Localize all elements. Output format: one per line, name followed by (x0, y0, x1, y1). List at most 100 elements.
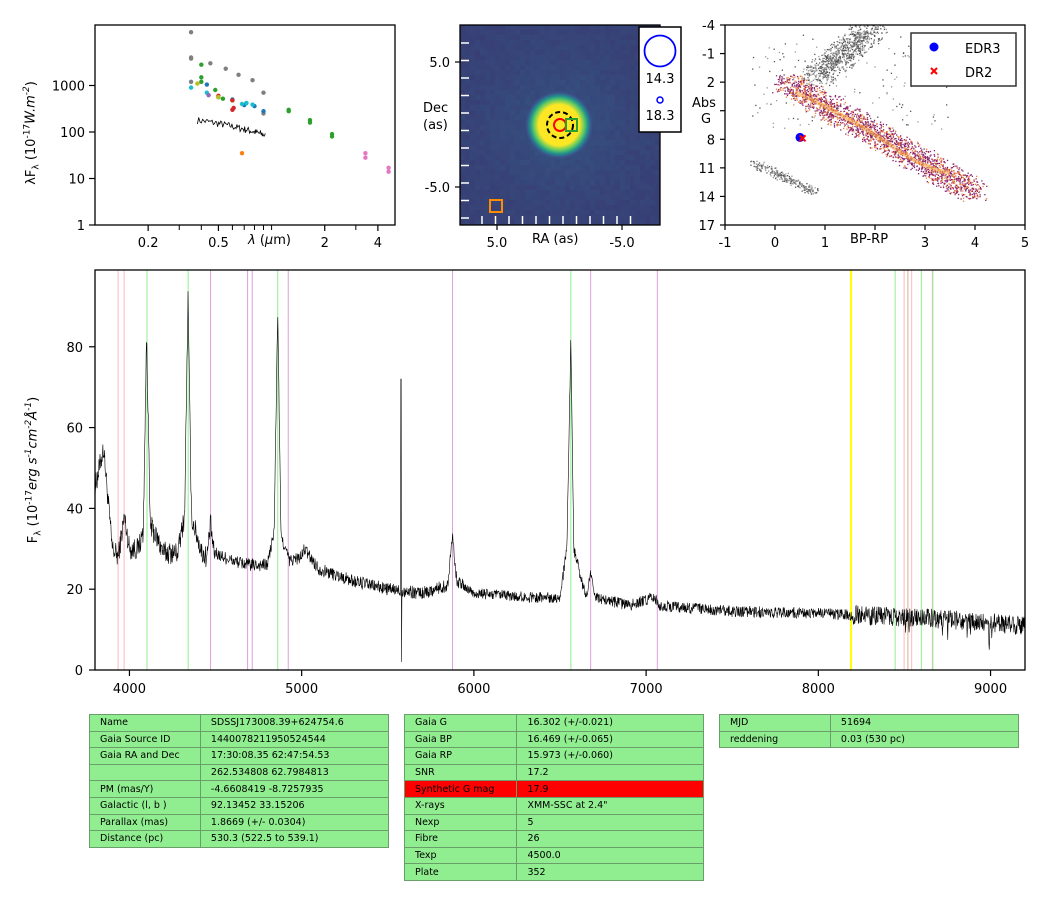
table-row: Gaia BP 16.469 (+/-0.065) (403, 730, 704, 749)
table-row: X-rays XMM-SSC at 2.4" (403, 796, 704, 815)
image-xtick-label: 5.0 (487, 236, 508, 251)
table-cell-value: 92.13452 33.15206 (199, 796, 390, 815)
spectrum-xtick-label: 7000 (630, 682, 663, 697)
hrd-ytick-label: 11 (698, 162, 715, 177)
sed-point (261, 109, 266, 114)
table-cell-label: Name (89, 714, 201, 732)
hrd-legend-box (910, 32, 1017, 87)
sed-xlabel: λ (μm) (248, 233, 291, 248)
sed-xtick-label: 0.2 (138, 236, 159, 251)
sed-point (230, 97, 235, 102)
sed-point (208, 61, 213, 66)
sed-xtick-label: 4 (374, 236, 382, 251)
table-row: Name SDSSJ173008.39+624754.6 (89, 714, 390, 732)
sed-point (261, 111, 266, 116)
hrd-ylabel-line2: G (701, 112, 712, 127)
table-row: 262.534808 62.7984813 (89, 763, 390, 782)
sed-point (220, 96, 226, 101)
hrd-xtick-label: -1 (719, 236, 732, 251)
table-cell-label: MJD (719, 714, 831, 732)
sed-point (230, 98, 235, 103)
sed-point (250, 78, 255, 83)
table-row: reddening 0.03 (530 pc) (719, 730, 1020, 749)
image-ylabel-line2: (as) (423, 118, 448, 133)
image-ytick-label: 5.0 (429, 56, 450, 71)
table-row: Gaia RP 15.973 (+/-0.060) (403, 747, 704, 765)
sed-point (199, 62, 204, 67)
table-cell-label: Distance (pc) (89, 830, 201, 848)
table-row: Plate 352 (403, 863, 704, 881)
sed-point (329, 134, 335, 139)
hrd-legend-edr3-marker (929, 42, 939, 52)
spectrum-ytick-label: 40 (66, 502, 83, 517)
sed-point (307, 120, 313, 125)
sed-point (261, 90, 266, 95)
sed-frame (94, 24, 396, 226)
hrd-density-cloud (750, 25, 988, 202)
hrd-ytick-label: 2 (707, 76, 715, 91)
table-row: Synthetic G mag 17.9 (403, 780, 704, 798)
sed-point (206, 92, 211, 98)
table-cell-value: 51694 (829, 714, 1020, 732)
image-ylabel-line1: Dec (423, 101, 449, 116)
sed-point (329, 131, 335, 137)
table-cell-value: 1.8669 (+/- 0.0304) (199, 813, 390, 832)
hrd-ytick-label: 14 (698, 190, 715, 205)
table-cell-label: Fibre (403, 830, 518, 848)
table-cell-value: 17.9 (516, 780, 704, 798)
sed-point (244, 100, 249, 106)
table-cell-label: Gaia G (403, 714, 518, 732)
spectrum-xtick-label: 4000 (113, 682, 146, 697)
sed-spectrum-line (197, 117, 266, 137)
hrd-xtick-label: 3 (921, 236, 929, 251)
sed-point (250, 102, 255, 107)
hrd-ytick-label: -1 (702, 48, 715, 63)
sed-point (239, 151, 245, 156)
hrd-xtick-label: 4 (971, 236, 979, 251)
image-xlabel: RA (as) (532, 232, 579, 247)
spectrum-ytick-label: 60 (66, 422, 83, 437)
image-orange-marker (489, 199, 503, 213)
sed-point (286, 107, 291, 113)
info-table-photometry: Gaia G 16.302 (+/-0.021) Gaia BP 16.469 (+/… (403, 714, 704, 881)
table-row: Gaia G 16.302 (+/-0.021) (403, 714, 704, 732)
sed-point (188, 85, 194, 90)
hrd-xlabel: BP-RP (850, 232, 889, 247)
table-row: Nexp 5 (403, 813, 704, 832)
sed-point (236, 72, 241, 77)
sed-point (195, 81, 200, 86)
table-row: Galactic (l, b ) 92.13452 33.15206 (89, 796, 390, 815)
sed-point (216, 95, 221, 100)
hrd-xtick-label: 1 (821, 236, 829, 251)
hrd-legend-dr2-label: DR2 (965, 66, 992, 81)
image-xtick-label: -5.0 (609, 236, 634, 251)
spectrum-xtick-label: 5000 (285, 682, 318, 697)
table-cell-label: PM (mas/Y) (89, 780, 201, 798)
image-target-circle (546, 111, 574, 139)
table-cell-label: Plate (403, 863, 518, 881)
table-cell-label: Gaia RA and Dec (89, 747, 201, 765)
table-cell-value: 530.3 (522.5 to 539.1) (199, 830, 390, 848)
table-cell-label: Galactic (l, b ) (89, 796, 201, 815)
hrd-legend-edr3-label: EDR3 (965, 42, 1001, 57)
spectrum-ytick-label: 20 (66, 583, 83, 598)
table-cell-label: Gaia BP (403, 730, 518, 749)
table-row: Fibre 26 (403, 830, 704, 848)
sed-point (216, 93, 221, 99)
table-cell-label (89, 763, 201, 782)
table-row: Gaia Source ID 1440078211950524544 (89, 730, 390, 749)
hrd-ytick-label: 8 (707, 133, 715, 148)
table-row: Gaia RA and Dec 17:30:08.35 62:47:54.53 (89, 747, 390, 765)
table-row: SNR 17.2 (403, 763, 704, 782)
table-cell-label: Nexp (403, 813, 518, 832)
sed-ylabel: λFλ (10-17W.m-2) (22, 81, 42, 185)
table-cell-label: SNR (403, 763, 518, 782)
table-cell-value: 16.302 (+/-0.021) (516, 714, 704, 732)
sed-point (386, 165, 391, 170)
sed-point (242, 102, 247, 108)
table-cell-label: Gaia RP (403, 747, 518, 765)
table-cell-label: X-rays (403, 796, 518, 815)
sed-ytick-label: 10 (68, 172, 85, 187)
image-frame (459, 24, 661, 226)
image-legend-label-large: 14.3 (646, 72, 675, 87)
